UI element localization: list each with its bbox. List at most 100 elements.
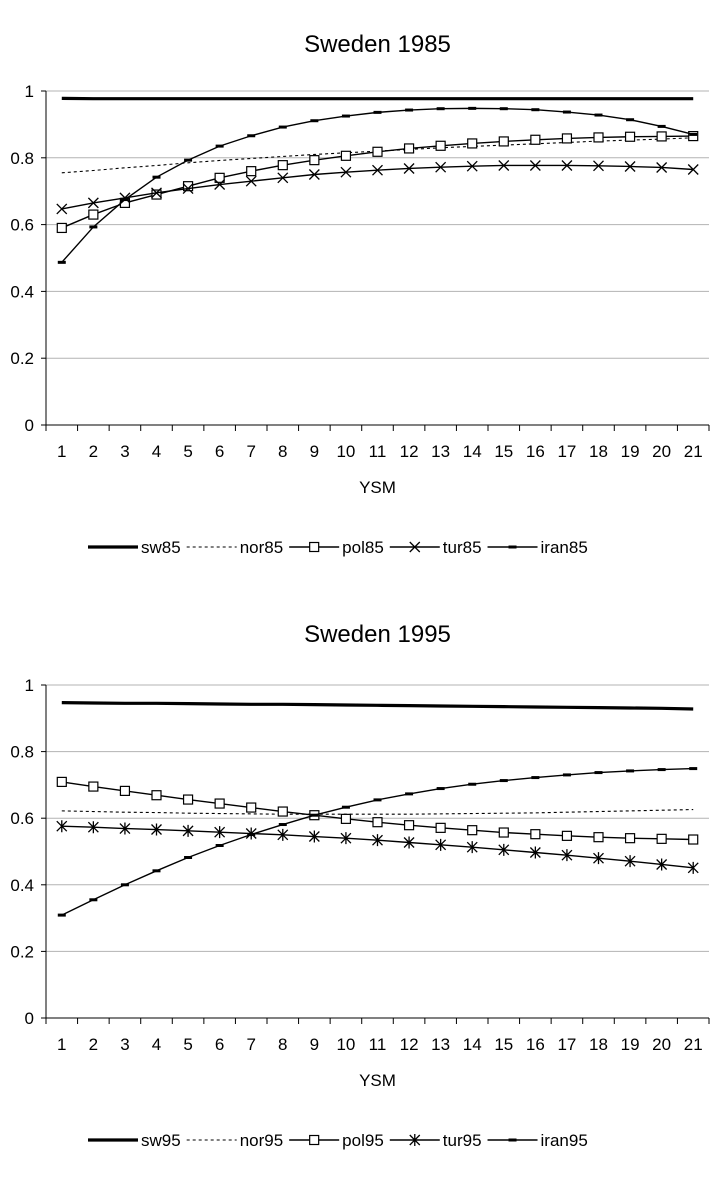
series-tur95 [57,820,698,874]
x-tick-label: 20 [652,442,671,461]
x-tick-label: 18 [589,442,608,461]
data-point-pol85 [247,167,256,176]
legend-item-sw95: sw95 [88,1131,181,1150]
y-tick-label: 0.6 [10,216,34,235]
x-tick-label: 1 [57,1035,66,1054]
y-tick-label: 0.4 [10,282,34,301]
data-point-pol85 [499,137,508,146]
x-tick-label: 13 [431,442,450,461]
x-tick-label: 7 [246,442,255,461]
legend-item-pol85: pol85 [289,538,384,557]
data-point-pol95 [562,831,571,840]
x-tick-label: 6 [215,1035,224,1054]
x-tick-label: 14 [463,442,482,461]
data-point-pol85 [341,151,350,160]
data-point-pol95 [531,830,540,839]
data-point-pol85 [89,210,98,219]
legend-label-nor85: nor85 [240,538,283,557]
x-tick-label: 9 [310,1035,319,1054]
x-tick-label: 6 [215,442,224,461]
data-point-pol95 [89,782,98,791]
x-tick-label: 4 [152,1035,161,1054]
y-tick-label: 0.4 [10,876,34,895]
data-point-pol95 [120,786,129,795]
data-point-pol85 [594,133,603,142]
series-line-nor95 [62,810,693,815]
legend-item-iran85: iran85 [488,538,588,557]
x-tick-label: 10 [336,1035,355,1054]
series-line-iran85 [62,108,693,262]
data-point-pol95 [468,826,477,835]
x-tick-label: 5 [183,1035,192,1054]
x-tick-label: 2 [89,442,98,461]
legend-label-sw85: sw85 [141,538,181,557]
legend-marker-pol85 [310,543,319,552]
x-tick-label: 8 [278,1035,287,1054]
x-tick-label: 11 [369,442,387,461]
data-point-pol95 [689,835,698,844]
series-pol85 [57,132,697,233]
y-tick-label: 0.8 [10,743,34,762]
x-tick-label: 10 [336,442,355,461]
chart-title: Sweden 1995 [304,621,451,648]
x-tick-label: 19 [621,1035,640,1054]
y-tick-label: 0.2 [10,942,34,961]
legend-item-nor95: nor95 [187,1131,283,1150]
y-tick-label: 0 [25,416,34,435]
data-point-pol95 [57,777,66,786]
legend-label-pol85: pol85 [342,538,384,557]
x-tick-label: 12 [400,442,419,461]
x-tick-label: 8 [278,442,287,461]
data-point-pol85 [562,134,571,143]
data-point-pol95 [247,803,256,812]
data-point-pol95 [626,834,635,843]
y-tick-label: 1 [25,82,34,101]
chart-title: Sweden 1985 [304,31,451,58]
data-point-pol85 [152,190,161,199]
y-tick-label: 0.6 [10,809,34,828]
x-axis-label: YSM [359,478,396,497]
data-point-pol85 [278,161,287,170]
data-point-pol95 [499,828,508,837]
legend-item-tur85: tur85 [390,538,482,557]
data-point-pol95 [373,818,382,827]
legend-label-iran85: iran85 [541,538,588,557]
data-point-pol95 [184,795,193,804]
series-pol95 [57,777,697,844]
x-tick-label: 15 [494,442,513,461]
x-tick-label: 1 [57,442,66,461]
x-tick-label: 17 [557,1035,576,1054]
y-tick-label: 1 [25,676,34,695]
x-tick-label: 14 [463,1035,482,1054]
x-tick-label: 21 [684,1035,703,1054]
x-tick-label: 9 [310,442,319,461]
data-point-pol95 [341,814,350,823]
x-tick-label: 16 [526,442,545,461]
x-tick-label: 3 [120,442,129,461]
legend-label-nor95: nor95 [240,1131,283,1150]
legend-label-tur85: tur85 [443,538,482,557]
legend-label-pol95: pol95 [342,1131,384,1150]
series-tur85 [57,160,698,213]
x-axis-label: YSM [359,1071,396,1090]
data-point-pol95 [594,833,603,842]
data-point-pol85 [657,132,666,141]
data-point-pol95 [278,807,287,816]
legend-item-sw85: sw85 [88,538,181,557]
legend-item-tur95: tur95 [390,1131,482,1150]
x-tick-label: 13 [431,1035,450,1054]
data-point-pol95 [657,834,666,843]
data-point-pol95 [436,823,445,832]
data-point-pol85 [531,135,540,144]
x-tick-label: 11 [369,1035,387,1054]
series-sw95 [62,703,693,709]
data-point-pol85 [626,132,635,141]
data-point-pol85 [405,144,414,153]
data-point-pol95 [152,791,161,800]
data-point-pol85 [468,139,477,148]
x-tick-label: 15 [494,1035,513,1054]
data-point-pol95 [215,799,224,808]
x-tick-label: 12 [400,1035,419,1054]
legend: sw85 nor85 pol85 tur85 iran85 [88,538,588,557]
